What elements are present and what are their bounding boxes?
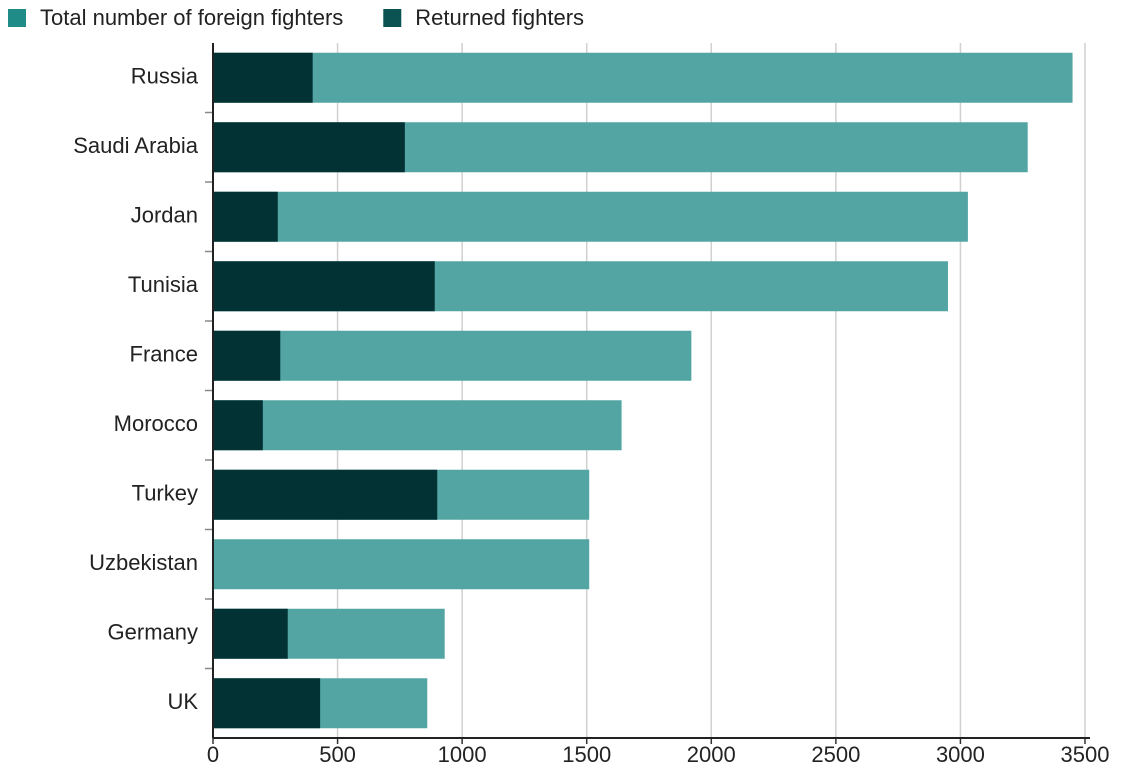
x-tick-label: 0: [207, 742, 219, 766]
bar: [213, 608, 288, 659]
bar: [213, 330, 692, 381]
x-tick-label: 3000: [936, 742, 985, 766]
x-tick-label: 1500: [562, 742, 611, 766]
y-tick-label: Uzbekistan: [89, 550, 198, 575]
x-tick-label: 500: [319, 742, 356, 766]
bar: [213, 122, 405, 173]
x-tick-label: 2500: [811, 742, 860, 766]
bar: [213, 330, 281, 381]
bar: [213, 191, 278, 242]
bar: [213, 261, 435, 312]
legend-swatch: [8, 9, 26, 27]
bar: [213, 469, 438, 520]
bar: [213, 52, 313, 103]
bar: [213, 400, 263, 451]
legend-label: Total number of foreign fighters: [40, 5, 343, 30]
y-tick-label: Turkey: [132, 481, 198, 506]
bar: [213, 400, 622, 451]
y-tick-label: Saudi Arabia: [73, 133, 199, 158]
y-tick-label: Russia: [131, 64, 199, 89]
x-tick-label: 1000: [438, 742, 487, 766]
y-tick-label: Tunisia: [128, 272, 199, 297]
y-tick-label: Germany: [108, 620, 198, 645]
y-tick-label: Jordan: [131, 203, 198, 228]
legend-swatch: [383, 9, 402, 27]
bar: [213, 52, 1073, 103]
x-tick-label: 3500: [1061, 742, 1110, 766]
y-tick-label: France: [130, 342, 198, 367]
y-tick-label: Morocco: [114, 411, 198, 436]
legend-label: Returned fighters: [415, 5, 584, 30]
bar: [213, 191, 968, 242]
x-tick-label: 2000: [687, 742, 736, 766]
y-tick-label: UK: [167, 689, 198, 714]
bar: [213, 678, 321, 729]
bar: [213, 539, 590, 590]
